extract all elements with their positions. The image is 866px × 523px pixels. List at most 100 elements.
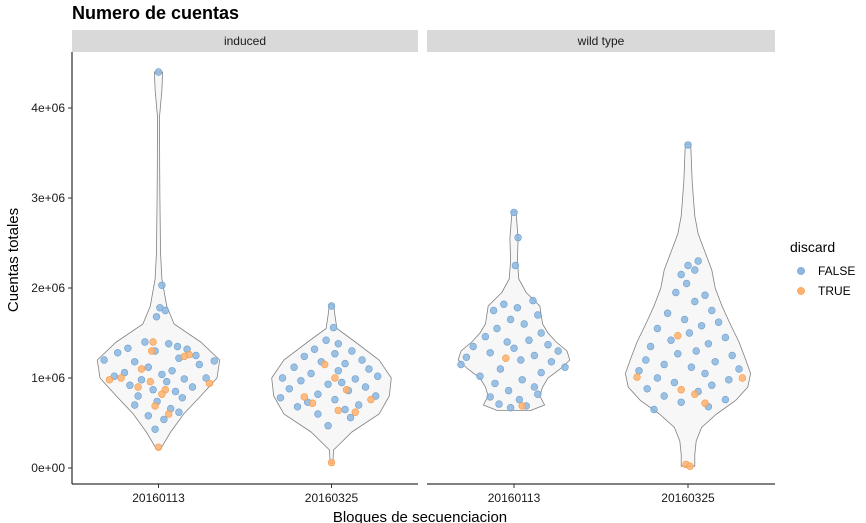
data-point-discarded bbox=[158, 390, 166, 398]
data-point bbox=[324, 380, 332, 388]
data-point bbox=[180, 375, 189, 383]
data-point bbox=[530, 383, 539, 391]
data-point bbox=[293, 403, 302, 411]
data-point bbox=[195, 360, 204, 369]
data-point bbox=[667, 336, 675, 344]
data-point bbox=[334, 340, 342, 348]
data-point bbox=[642, 356, 650, 364]
data-point bbox=[355, 401, 363, 409]
y-tick-label: 1e+06 bbox=[31, 371, 65, 385]
data-point bbox=[554, 347, 562, 355]
data-point bbox=[334, 367, 342, 375]
violin-shape bbox=[624, 143, 752, 467]
data-point bbox=[711, 358, 719, 366]
data-point bbox=[537, 329, 545, 337]
facet-strip bbox=[72, 30, 418, 52]
data-point bbox=[514, 233, 522, 242]
data-point bbox=[134, 392, 142, 400]
data-point bbox=[489, 306, 498, 315]
data-point bbox=[692, 347, 700, 355]
data-point bbox=[506, 315, 515, 324]
data-point bbox=[331, 395, 339, 404]
data-point bbox=[154, 68, 163, 76]
data-point bbox=[100, 356, 108, 364]
data-point bbox=[677, 270, 685, 279]
data-point bbox=[348, 347, 356, 355]
data-point bbox=[131, 358, 139, 366]
data-point bbox=[358, 356, 366, 364]
data-point bbox=[120, 368, 129, 377]
data-point bbox=[163, 377, 171, 386]
legend-label: FALSE bbox=[818, 264, 855, 278]
data-point bbox=[361, 383, 370, 391]
data-point-discarded bbox=[180, 352, 189, 361]
data-point-discarded bbox=[308, 399, 317, 407]
data-point-discarded bbox=[300, 393, 308, 401]
data-point-discarded bbox=[677, 386, 685, 394]
data-point bbox=[721, 395, 730, 404]
x-tick-label: 20160113 bbox=[488, 491, 541, 505]
data-point bbox=[168, 367, 176, 375]
data-point bbox=[297, 377, 305, 385]
data-point bbox=[534, 311, 542, 319]
data-point bbox=[697, 322, 706, 330]
data-point bbox=[173, 342, 182, 351]
legend-label: TRUE bbox=[818, 284, 851, 298]
data-point bbox=[663, 309, 672, 317]
data-point-discarded bbox=[151, 402, 159, 410]
data-point bbox=[324, 422, 332, 430]
violin-group bbox=[457, 208, 571, 412]
data-point bbox=[481, 332, 490, 341]
facet-panels: induced 20160113 20160325 wild type 20160113… bbox=[72, 30, 775, 505]
data-point bbox=[152, 313, 161, 321]
data-point bbox=[144, 412, 153, 420]
data-point bbox=[653, 374, 662, 382]
data-point bbox=[518, 376, 526, 384]
data-point bbox=[278, 374, 287, 382]
data-point bbox=[457, 360, 465, 369]
data-point bbox=[322, 336, 330, 344]
data-point bbox=[495, 400, 503, 408]
x-axis-title: Bloques de secuenciacion bbox=[333, 509, 507, 523]
data-point bbox=[210, 357, 219, 365]
data-point bbox=[126, 381, 134, 389]
data-point-discarded bbox=[518, 402, 526, 410]
data-point bbox=[708, 381, 716, 389]
data-point bbox=[728, 351, 736, 360]
data-point-discarded bbox=[502, 354, 510, 362]
data-point bbox=[670, 378, 679, 387]
data-point-discarded bbox=[367, 395, 375, 404]
y-axis-title: Cuentas totales bbox=[5, 208, 22, 312]
legend-title: discard bbox=[790, 239, 835, 255]
data-point bbox=[646, 342, 655, 351]
data-point bbox=[561, 363, 569, 371]
data-point bbox=[517, 356, 525, 364]
data-point bbox=[165, 340, 173, 348]
data-point bbox=[653, 324, 662, 333]
data-point-discarded bbox=[738, 374, 747, 382]
data-point bbox=[643, 385, 651, 393]
data-point bbox=[178, 394, 187, 402]
data-point bbox=[735, 365, 743, 373]
data-point bbox=[520, 320, 528, 328]
data-point bbox=[687, 363, 696, 371]
data-point bbox=[694, 257, 702, 265]
facet-panel-1: wild type 20160113 20160325 bbox=[427, 30, 775, 505]
data-point bbox=[365, 365, 373, 373]
data-point-discarded bbox=[165, 410, 173, 418]
data-point bbox=[160, 415, 168, 424]
data-point bbox=[331, 350, 339, 358]
data-point-discarded bbox=[691, 390, 699, 398]
data-point-discarded bbox=[105, 376, 114, 384]
data-point bbox=[338, 378, 346, 387]
data-point-discarded bbox=[342, 386, 351, 394]
violin-group bbox=[96, 68, 221, 451]
y-tick-label: 0e+00 bbox=[31, 461, 65, 475]
data-point bbox=[113, 349, 122, 357]
data-point-discarded bbox=[134, 383, 142, 391]
x-tick-label: 20160325 bbox=[305, 491, 359, 505]
data-point bbox=[691, 297, 699, 306]
data-point bbox=[346, 413, 355, 422]
data-point bbox=[635, 367, 643, 375]
data-point bbox=[151, 425, 159, 433]
